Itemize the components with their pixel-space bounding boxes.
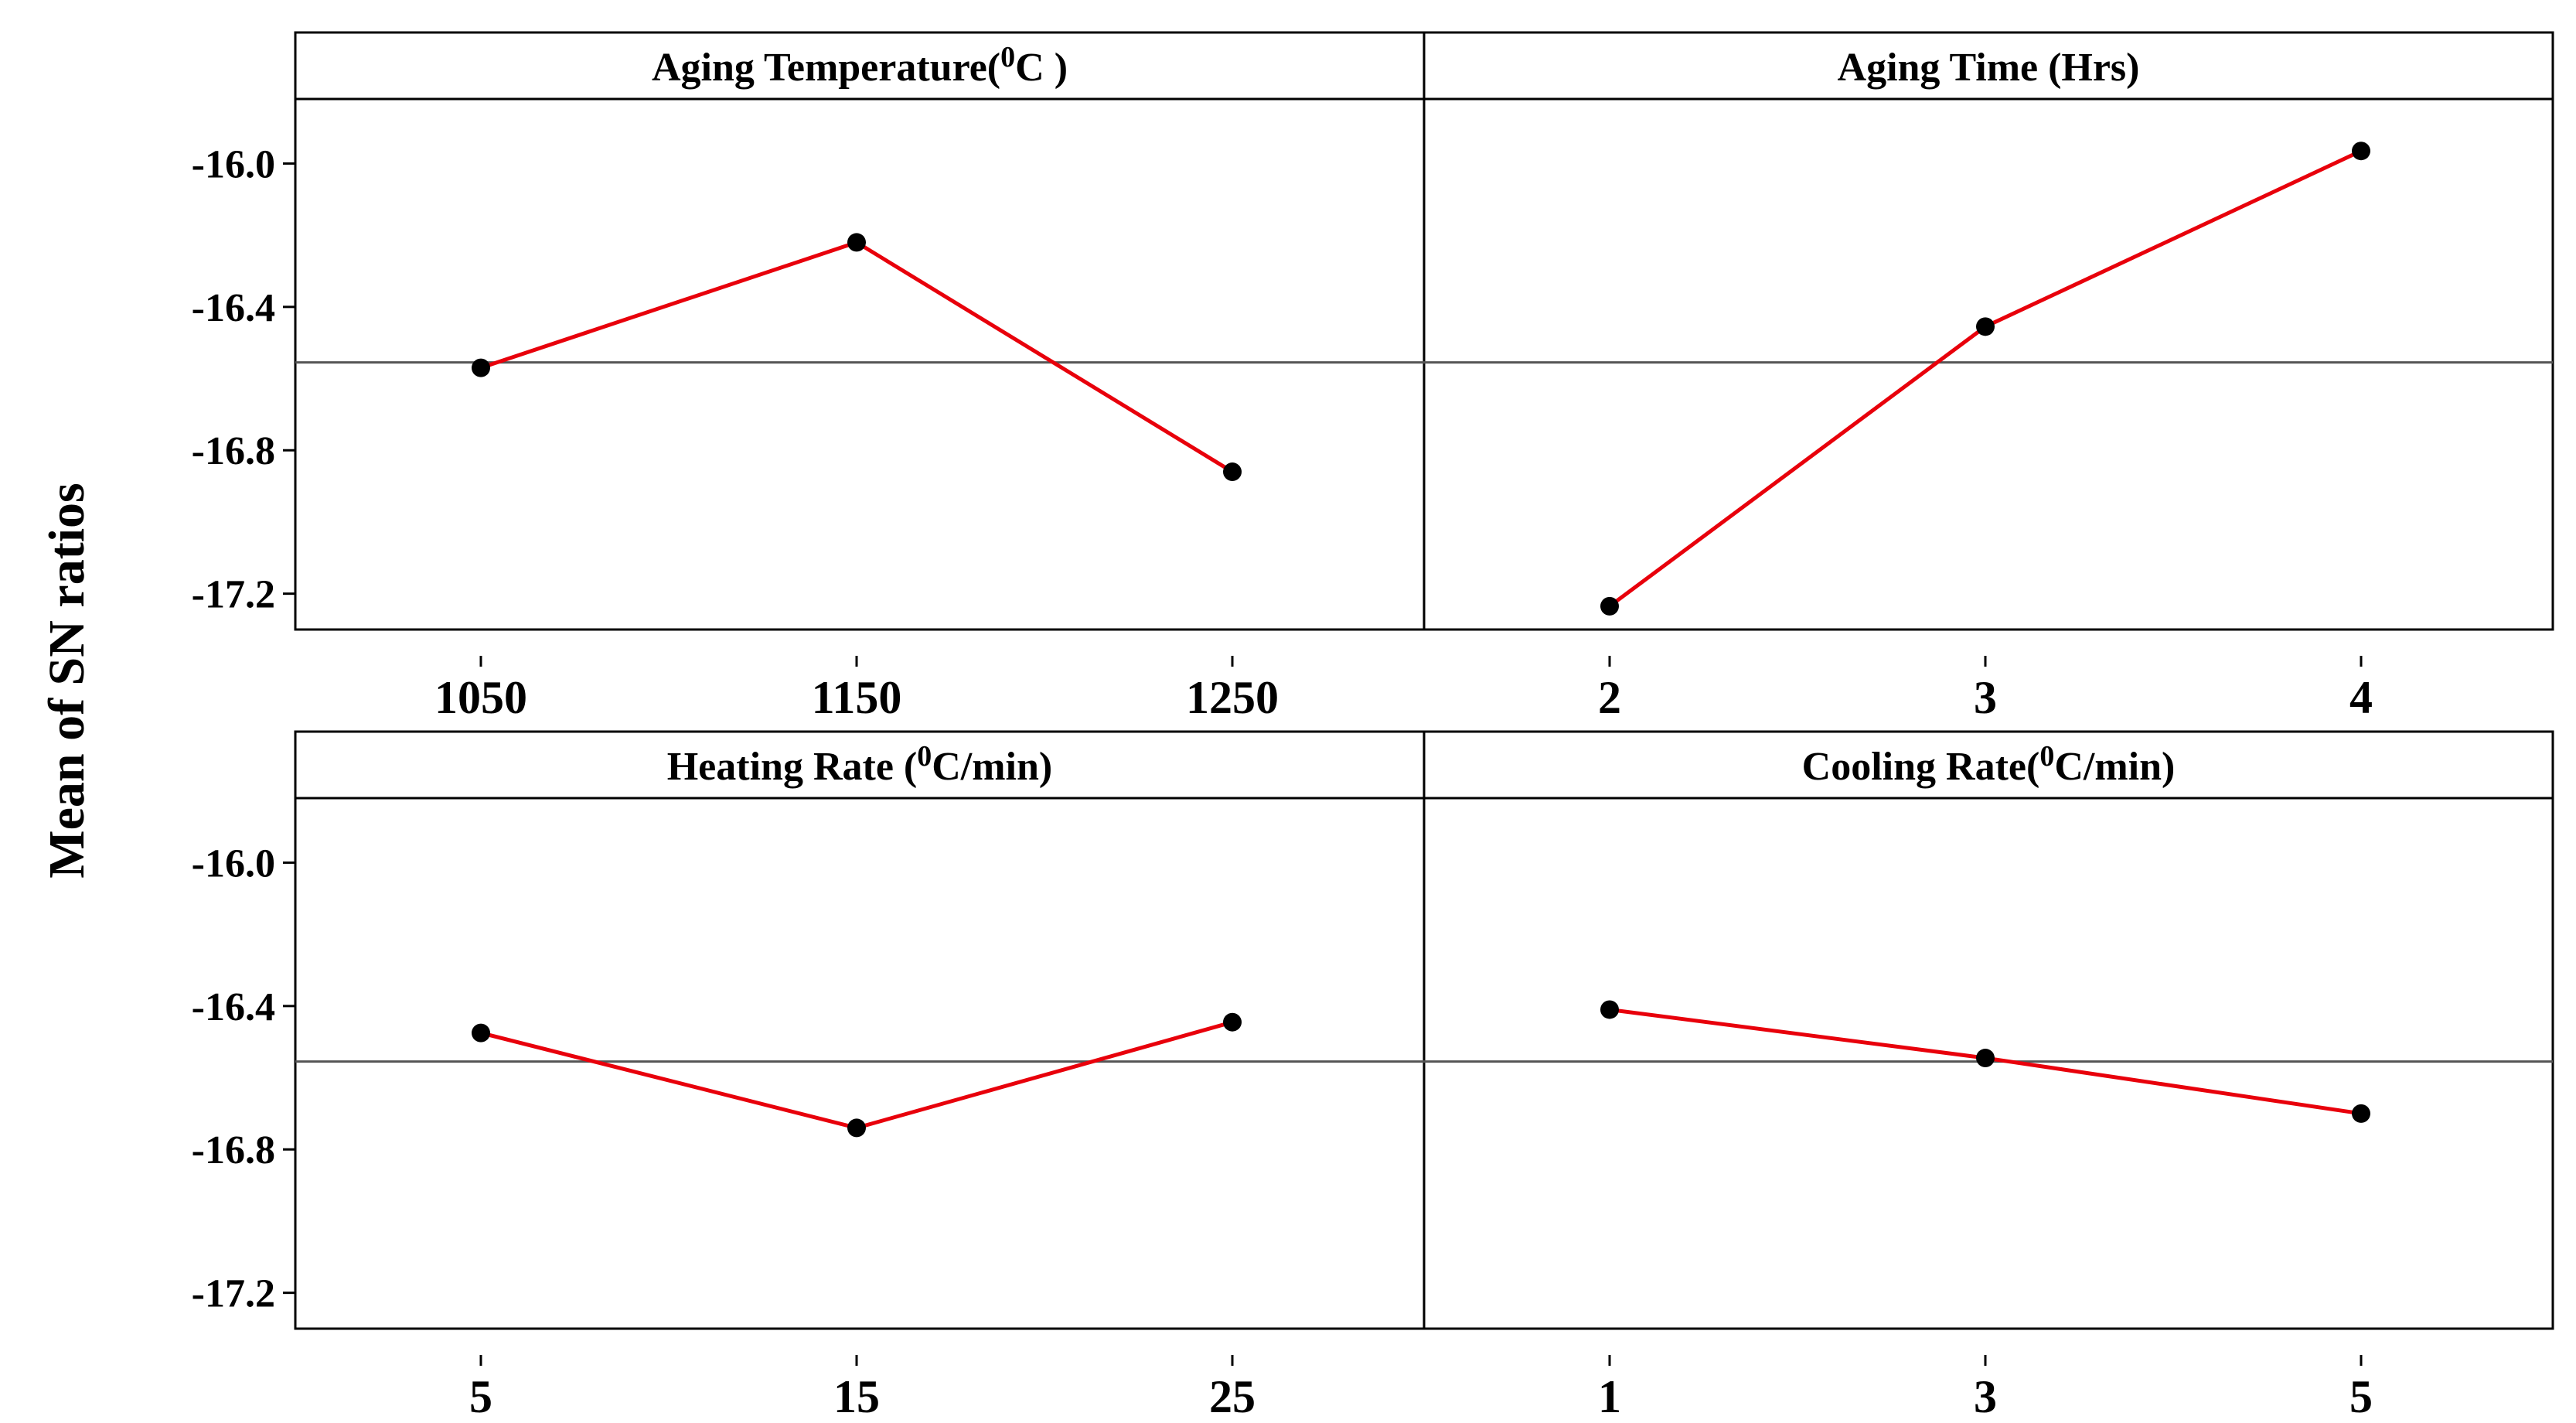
data-point xyxy=(1600,596,1619,616)
y-tick-label: -16.4 xyxy=(192,985,275,1029)
x-tick-label: 3 xyxy=(1974,672,1997,723)
x-tick-label: 3 xyxy=(1974,1371,1997,1422)
data-point xyxy=(1976,317,1995,336)
y-tick-label: -16.8 xyxy=(192,1128,275,1172)
data-point xyxy=(1223,462,1242,482)
y-tick-label: -16.0 xyxy=(192,142,275,186)
series-line xyxy=(480,1020,1233,1131)
data-point xyxy=(1223,1012,1242,1032)
y-tick-label: -16.4 xyxy=(192,286,275,330)
x-tick-label: 4 xyxy=(2349,672,2373,723)
data-point xyxy=(472,1023,490,1043)
row-bottom xyxy=(294,730,2554,1330)
series-line xyxy=(480,240,1234,474)
chart-marks: -16.0 -16.4 -16.8 -17.2 -16.0 -16.4 -16.8 -17.2… xyxy=(192,142,2553,1422)
x-tick-label: 15 xyxy=(833,1371,880,1422)
y-tick-label: -17.2 xyxy=(192,573,275,617)
x-tick-label: 25 xyxy=(1209,1371,1256,1422)
panel-title-cooling-rate: Cooling Rate(0C/min) xyxy=(1802,740,2176,789)
panel-title-aging-temperature: Aging Temperature(0C ) xyxy=(652,41,1068,90)
panel-title-heating-rate: Heating Rate (0C/min) xyxy=(667,740,1053,789)
x-tick-label: 2 xyxy=(1598,672,1621,723)
data-point xyxy=(2352,1104,2370,1123)
x-tick-label: 1250 xyxy=(1186,672,1279,723)
panel-title-aging-time: Aging Time (Hrs) xyxy=(1838,46,2140,90)
data-point xyxy=(1976,1049,1995,1068)
x-tick-label: 5 xyxy=(2349,1371,2373,1422)
data-point xyxy=(1600,1000,1619,1019)
y-tick-label: -16.0 xyxy=(192,841,275,886)
x-tick-label: 5 xyxy=(469,1371,492,1422)
data-point xyxy=(847,233,866,252)
row-top xyxy=(294,31,2554,631)
y-axis-title: Mean of SN ratios xyxy=(39,483,95,878)
y-tick-label: -16.8 xyxy=(192,429,275,473)
x-tick-label: 1 xyxy=(1598,1371,1621,1422)
data-point xyxy=(2352,142,2370,161)
series-line xyxy=(1608,148,2363,608)
x-tick-label: 1050 xyxy=(434,672,527,723)
data-point xyxy=(472,358,490,377)
data-point xyxy=(847,1118,866,1138)
x-tick-label: 1150 xyxy=(812,672,902,723)
y-tick-label: -17.2 xyxy=(192,1272,275,1316)
